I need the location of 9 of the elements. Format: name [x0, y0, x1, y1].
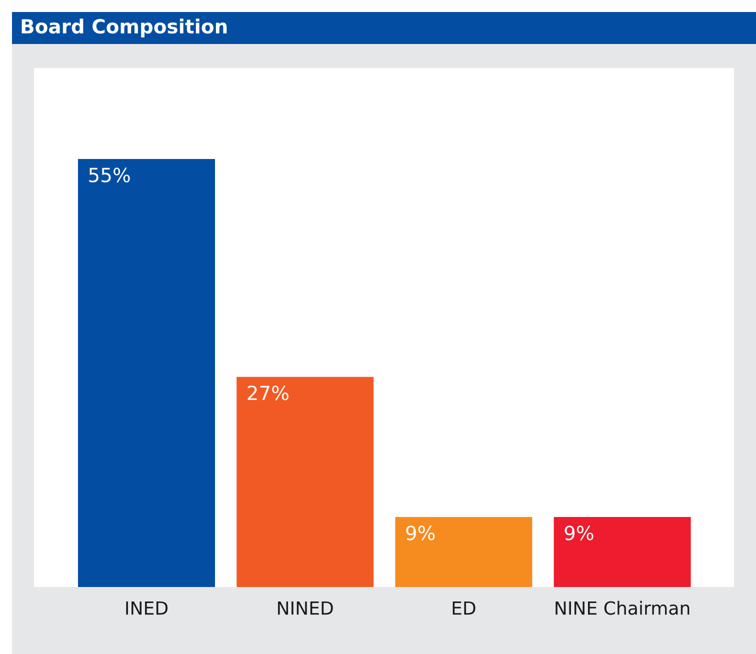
- data-label: 27%: [248, 386, 288, 400]
- x-tick-label: NINE Chairman: [556, 600, 690, 615]
- data-label: 9%: [564, 526, 594, 540]
- x-tick-label: INED: [126, 601, 168, 615]
- x-tick-label: NINED: [278, 601, 333, 615]
- data-label: 55%: [89, 168, 130, 182]
- x-tick-label: ED: [452, 601, 476, 615]
- chart-title: Board Composition: [22, 18, 227, 38]
- data-label: 9%: [406, 526, 435, 540]
